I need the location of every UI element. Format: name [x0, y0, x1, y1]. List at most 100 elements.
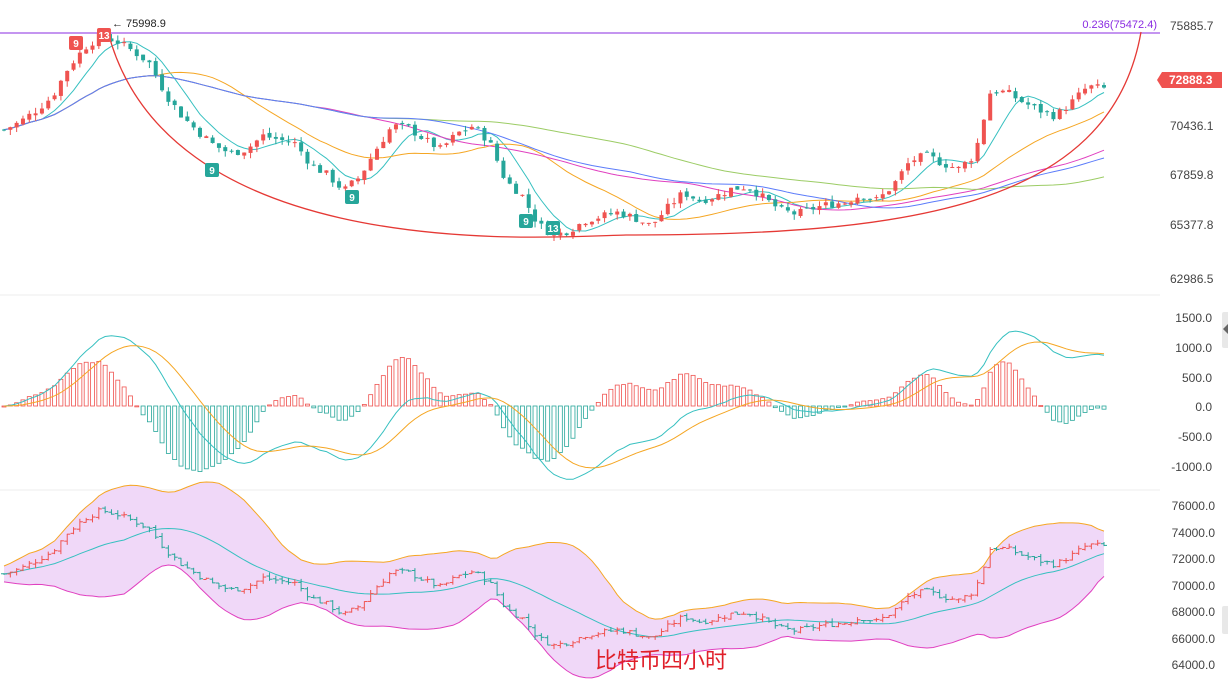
- candle-body: [943, 164, 948, 168]
- macd-bar: [178, 405, 184, 467]
- rounding-bottom-arc: [107, 31, 1142, 238]
- candle-body: [286, 141, 291, 143]
- macd-bar: [640, 387, 645, 407]
- candle-body: [678, 192, 683, 204]
- candle-body: [691, 196, 696, 199]
- macd-bar: [1063, 405, 1069, 424]
- fib-label: 0.236(75472.4): [1082, 19, 1157, 31]
- candle-body: [65, 70, 70, 82]
- candle-body: [937, 157, 942, 166]
- td-label-text: 9: [73, 39, 79, 50]
- macd-bar: [1006, 362, 1012, 407]
- scroll-handle[interactable]: [1222, 606, 1228, 634]
- candle-body: [469, 126, 474, 130]
- macd-bar: [349, 405, 355, 417]
- macd-bar: [165, 405, 171, 454]
- candle-body: [362, 170, 367, 181]
- macd-bar: [722, 385, 728, 407]
- macd-bar: [779, 405, 784, 412]
- td-label-box: [519, 214, 533, 228]
- macd-bar: [305, 403, 310, 407]
- candle-body: [235, 150, 240, 155]
- panel-collapse-handle[interactable]: [1222, 312, 1228, 348]
- candle-body: [615, 211, 620, 215]
- macd-bar: [1095, 405, 1101, 409]
- candle-body: [349, 180, 354, 187]
- candle-body: [811, 207, 816, 210]
- macd-bar: [1038, 405, 1044, 407]
- candle-body: [197, 127, 202, 137]
- macd-bar: [867, 400, 873, 407]
- candle-body: [514, 183, 519, 194]
- macd-bar: [741, 387, 747, 407]
- macd-dea-line: [3, 341, 1105, 469]
- candle-body: [754, 189, 759, 197]
- candle-body: [261, 134, 266, 141]
- macd-bar: [128, 395, 133, 407]
- macd-bar: [602, 393, 607, 407]
- macd-bar: [153, 405, 159, 432]
- bollinger-lower-band: [3, 564, 1105, 679]
- candle-body: [880, 194, 885, 199]
- candle-body: [1057, 109, 1062, 119]
- candle-body: [1007, 89, 1012, 92]
- macd-bar: [766, 401, 772, 407]
- candle-body: [1102, 85, 1106, 88]
- candle-body: [387, 129, 392, 143]
- candle-body: [608, 213, 613, 215]
- candle-body: [602, 212, 607, 219]
- candle-body: [741, 189, 746, 191]
- candle-body: [172, 100, 177, 106]
- candle-body: [931, 152, 936, 157]
- candle-body: [406, 124, 411, 126]
- candle-body: [836, 203, 841, 208]
- macd-bar: [1025, 387, 1031, 407]
- macd-bar: [962, 403, 968, 407]
- macd-bar: [399, 357, 405, 407]
- macd-bar: [229, 405, 234, 455]
- candle-body: [191, 122, 196, 128]
- macd-bar: [412, 365, 418, 407]
- candle-body: [356, 178, 361, 182]
- macd-bar: [482, 399, 487, 407]
- macd-bar: [734, 385, 740, 407]
- candle-body: [330, 169, 335, 183]
- candle-body: [46, 100, 51, 109]
- macd-bar: [652, 389, 658, 407]
- candle-body: [8, 127, 13, 130]
- macd-bar: [26, 396, 32, 407]
- macd-bar: [583, 405, 589, 419]
- macd-bar: [1076, 405, 1082, 417]
- candle-body: [52, 95, 57, 100]
- candle-body: [621, 211, 626, 218]
- candle-body: [583, 223, 588, 226]
- candle-body: [324, 170, 329, 173]
- macd-bar: [311, 405, 317, 409]
- macd-bar: [665, 382, 671, 407]
- candle-body: [785, 207, 790, 211]
- candle-body: [412, 124, 417, 136]
- candle-body: [77, 52, 82, 64]
- price-candles: [2, 29, 1106, 242]
- macd-bar: [267, 404, 272, 407]
- macd-bar: [836, 405, 841, 408]
- chart-caption: 比特币四小时: [595, 649, 727, 674]
- candle-body: [280, 137, 285, 140]
- candle-body: [14, 122, 19, 128]
- macd-bar: [1000, 361, 1006, 407]
- macd-bar: [450, 395, 456, 407]
- macd-bar: [96, 361, 102, 407]
- macd-bar: [475, 393, 481, 407]
- macd-bar: [197, 405, 203, 472]
- macd-bar: [488, 404, 494, 407]
- candle-body: [722, 195, 727, 197]
- candle-body: [792, 211, 797, 215]
- candle-body: [1076, 92, 1081, 100]
- candle-body: [444, 143, 449, 146]
- candle-body: [1000, 90, 1005, 93]
- candle-body: [804, 207, 809, 209]
- candle-body: [627, 213, 632, 217]
- macd-bar: [671, 379, 677, 407]
- price-tick: 75885.7: [1170, 19, 1214, 33]
- macd-bar: [393, 359, 399, 407]
